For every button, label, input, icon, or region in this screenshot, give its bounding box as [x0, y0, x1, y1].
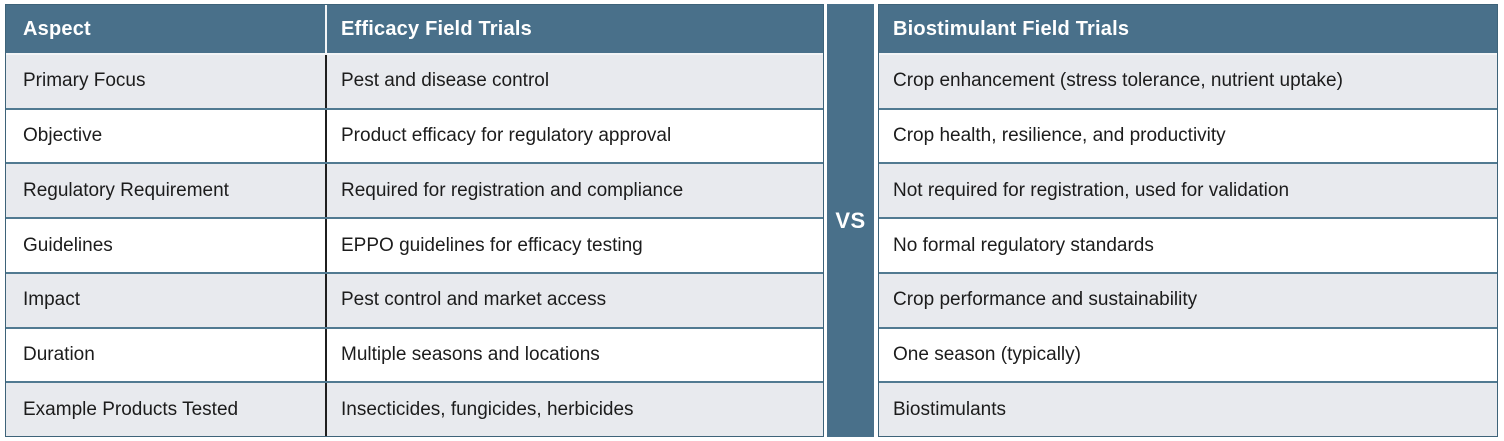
- table-row: Impact Pest control and market access: [6, 271, 823, 327]
- aspect-cell: Regulatory Requirement: [6, 164, 327, 218]
- vs-divider-strip: VS: [827, 4, 874, 437]
- value-cell: EPPO guidelines for efficacy testing: [341, 234, 643, 256]
- table-row: Crop health, resilience, and productivit…: [879, 107, 1497, 163]
- table-row: Duration Multiple seasons and locations: [6, 326, 823, 382]
- value-cell: Pest control and market access: [341, 289, 607, 311]
- aspect-column-header: Aspect: [6, 5, 327, 53]
- value-cell: Crop enhancement (stress tolerance, nutr…: [893, 70, 1343, 92]
- value-cell: No formal regulatory standards: [893, 234, 1154, 256]
- value-cell: Crop performance and sustainability: [893, 289, 1198, 311]
- efficacy-trials-table: Aspect Efficacy Field Trials Primary Foc…: [5, 4, 824, 437]
- aspect-cell: Duration: [6, 328, 327, 382]
- table-row: One season (typically): [879, 326, 1497, 382]
- value-cell: Pest and disease control: [341, 70, 550, 92]
- table-row: Biostimulants: [879, 381, 1497, 437]
- table-row: Regulatory Requirement Required for regi…: [6, 162, 823, 218]
- biostimulant-column-header: Biostimulant Field Trials: [893, 17, 1130, 40]
- value-cell: One season (typically): [893, 343, 1081, 365]
- vs-label: VS: [835, 207, 866, 233]
- table-row: Not required for registration, used for …: [879, 162, 1497, 218]
- comparison-layout: Aspect Efficacy Field Trials Primary Foc…: [5, 4, 1498, 437]
- table-row: Objective Product efficacy for regulator…: [6, 107, 823, 163]
- aspect-cell: Impact: [6, 273, 327, 327]
- value-cell: Required for registration and compliance: [341, 179, 684, 201]
- value-cell: Biostimulants: [893, 398, 1006, 420]
- table-row: No formal regulatory standards: [879, 217, 1497, 272]
- efficacy-column-header: Efficacy Field Trials: [341, 17, 532, 40]
- aspect-cell: Example Products Tested: [6, 383, 327, 437]
- value-cell: Insecticides, fungicides, herbicides: [341, 398, 634, 420]
- table-row: Crop performance and sustainability: [879, 271, 1497, 327]
- table-row: Example Products Tested Insecticides, fu…: [6, 381, 823, 437]
- efficacy-table-header-row: Aspect Efficacy Field Trials: [6, 5, 823, 55]
- value-cell: Product efficacy for regulatory approval: [341, 125, 672, 147]
- biostimulant-trials-table: Biostimulant Field Trials Crop enhanceme…: [878, 4, 1498, 437]
- table-row: Primary Focus Pest and disease control: [6, 55, 823, 108]
- table-row: Guidelines EPPO guidelines for efficacy …: [6, 217, 823, 272]
- aspect-cell: Guidelines: [6, 219, 327, 272]
- aspect-cell: Objective: [6, 109, 327, 163]
- value-cell: Not required for registration, used for …: [893, 179, 1290, 201]
- table-row: Crop enhancement (stress tolerance, nutr…: [879, 55, 1497, 108]
- value-cell: Multiple seasons and locations: [341, 343, 600, 365]
- value-cell: Crop health, resilience, and productivit…: [893, 125, 1226, 147]
- biostimulant-table-header-row: Biostimulant Field Trials: [879, 5, 1497, 55]
- aspect-cell: Primary Focus: [6, 55, 327, 108]
